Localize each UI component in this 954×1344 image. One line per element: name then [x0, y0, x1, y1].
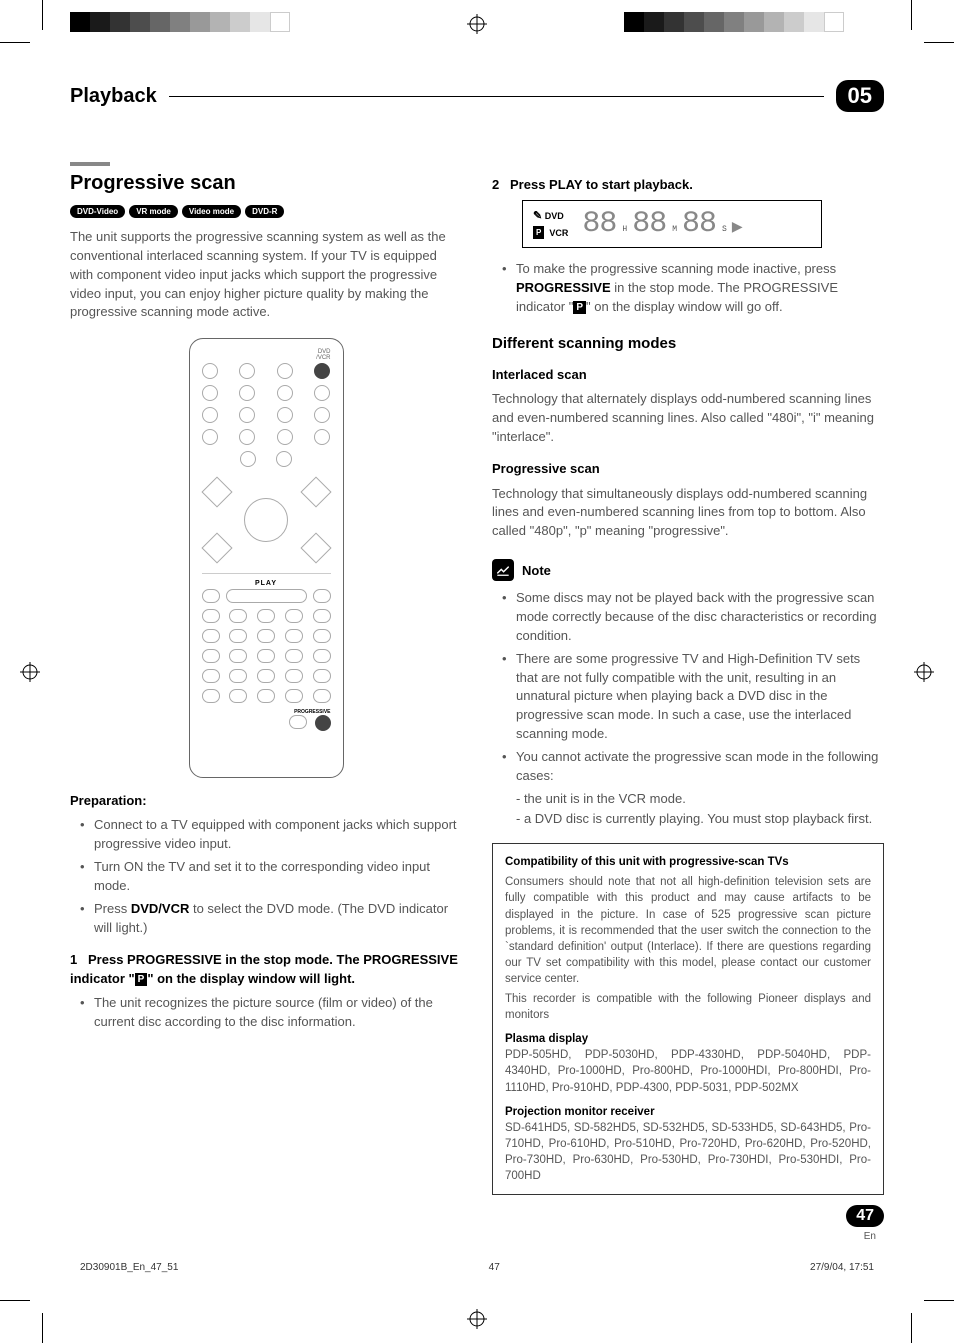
list-item: You cannot activate the progressive scan…: [516, 748, 884, 829]
grayscale-swatches-right: [624, 12, 844, 32]
progressive-body: Technology that simultaneously displays …: [492, 485, 884, 542]
note-block: Note Some discs may not be played back w…: [492, 559, 884, 829]
grayscale-swatches: [70, 12, 290, 32]
section-rule: [70, 162, 110, 166]
format-badge: DVD-Video: [70, 205, 125, 218]
format-badge: Video mode: [182, 205, 241, 218]
page-language: En: [864, 1231, 876, 1242]
chapter-title: Playback: [70, 85, 157, 108]
printer-marks-top: [0, 0, 954, 50]
note-list: Some discs may not be played back with t…: [492, 589, 884, 829]
list-item: To make the progressive scanning mode in…: [516, 260, 884, 317]
remote-play-button: [226, 589, 307, 603]
note-icon: [492, 559, 514, 581]
chapter-number-badge: 05: [836, 80, 884, 112]
list-item: The unit recognizes the picture source (…: [94, 994, 462, 1032]
header-rule: [169, 96, 824, 97]
list-item: Connect to a TV equipped with component …: [94, 816, 462, 854]
sub-list-item: - the unit is in the VCR mode.: [516, 790, 884, 809]
section-title: Progressive scan: [70, 172, 462, 195]
display-time-digits: 88H 88M 88S ▶: [582, 207, 741, 241]
plasma-heading: Plasma display: [505, 1031, 871, 1047]
right-column: 2Press PLAY to start playback. ✎ DVD P V…: [492, 162, 884, 1242]
remote-dvd-vcr-button: [314, 363, 330, 379]
list-item: Press DVD/VCR to select the DVD mode. (T…: [94, 900, 462, 938]
display-vcr-label: P VCR: [533, 226, 568, 241]
projection-body: SD-641HD5, SD-582HD5, SD-532HD5, SD-533H…: [505, 1120, 871, 1184]
printer-marks-bottom: [0, 1293, 954, 1343]
registration-mark-top: [467, 14, 487, 34]
registration-mark-bottom: [467, 1309, 487, 1329]
footer-timestamp: 27/9/04, 17:51: [810, 1262, 874, 1273]
progressive-heading: Progressive scan: [492, 460, 884, 478]
p-indicator-icon: P: [573, 301, 586, 314]
step-2-note: To make the progressive scanning mode in…: [492, 260, 884, 317]
remote-dvd-vcr-label: DVD /VCR: [202, 349, 331, 361]
format-badge: DVD-R: [245, 205, 284, 218]
step-1-note: The unit recognizes the picture source (…: [70, 994, 462, 1032]
compat-body-1: Consumers should note that not all high-…: [505, 874, 871, 987]
step-2-heading: 2Press PLAY to start playback.: [492, 176, 884, 194]
footer: 2D30901B_En_47_51 47 27/9/04, 17:51: [70, 1262, 884, 1273]
footer-filename: 2D30901B_En_47_51: [80, 1262, 178, 1273]
format-badges: DVD-Video VR mode Video mode DVD-R: [70, 205, 462, 218]
left-column: Progressive scan DVD-Video VR mode Video m…: [70, 162, 462, 1242]
plasma-body: PDP-505HD, PDP-5030HD, PDP-4330HD, PDP-5…: [505, 1047, 871, 1095]
format-badge: VR mode: [129, 205, 178, 218]
registration-mark-right: [914, 662, 934, 682]
page-number-badge: 47: [846, 1205, 884, 1227]
note-title: Note: [522, 563, 551, 578]
p-indicator-icon: P: [135, 973, 148, 986]
list-item: Some discs may not be played back with t…: [516, 589, 884, 646]
remote-play-label: PLAY: [202, 580, 331, 587]
compat-heading: Compatibility of this unit with progress…: [505, 854, 871, 870]
display-dvd-label: ✎ DVD: [533, 208, 568, 225]
preparation-list: Connect to a TV equipped with component …: [70, 816, 462, 937]
sub-list-item: - a DVD disc is currently playing. You m…: [516, 810, 884, 829]
interlaced-body: Technology that alternately displays odd…: [492, 390, 884, 447]
chapter-header: Playback 05: [70, 80, 884, 112]
scanning-modes-heading: Different scanning modes: [492, 335, 884, 352]
display-window-illustration: ✎ DVD P VCR 88H 88M 88S ▶: [522, 200, 822, 248]
step-1-heading: 1Press PROGRESSIVE in the stop mode. The…: [70, 951, 462, 987]
page-content: Playback 05 Progressive scan DVD-Video VR…: [0, 50, 954, 1293]
interlaced-heading: Interlaced scan: [492, 366, 884, 384]
compatibility-box: Compatibility of this unit with progress…: [492, 843, 884, 1195]
preparation-heading: Preparation:: [70, 792, 462, 810]
compat-body-2: This recorder is compatible with the fol…: [505, 991, 871, 1023]
registration-mark-left: [20, 662, 40, 682]
list-item: Turn ON the TV and set it to the corresp…: [94, 858, 462, 896]
remote-illustration: DVD /VCR PLAY: [70, 338, 462, 778]
projection-heading: Projection monitor receiver: [505, 1104, 871, 1120]
list-item: There are some progressive TV and High-D…: [516, 650, 884, 744]
footer-page: 47: [489, 1262, 500, 1273]
intro-paragraph: The unit supports the progressive scanni…: [70, 228, 462, 322]
remote-progressive-button: [315, 715, 331, 731]
